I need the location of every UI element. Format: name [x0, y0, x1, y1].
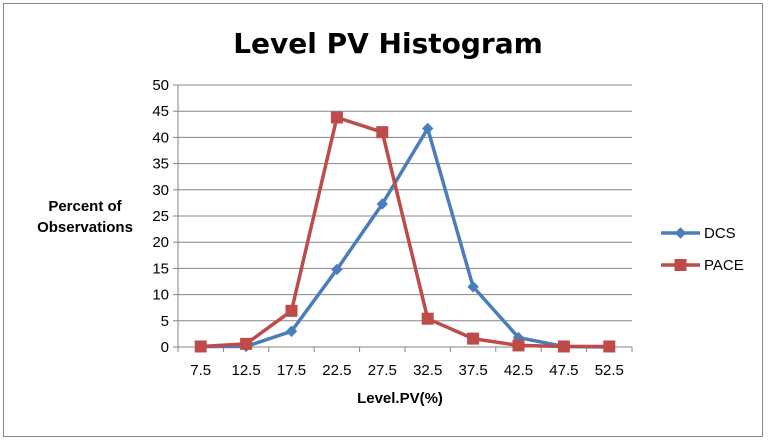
y-tick-label: 20 — [152, 234, 169, 251]
legend: DCS PACE — [661, 225, 744, 274]
y-tick-label: 25 — [152, 208, 169, 225]
x-tick-label: 47.5 — [549, 362, 578, 379]
chart-title: Level PV Histogram — [233, 27, 543, 60]
x-tick-label: 27.5 — [368, 362, 397, 379]
data-point-pace — [557, 340, 570, 353]
chart-frame — [3, 3, 763, 437]
data-point-pace — [512, 339, 525, 352]
legend-marker — [674, 227, 687, 239]
series-line-pace — [200, 115, 610, 349]
series-pace — [194, 111, 616, 353]
y-tick-label: 45 — [152, 103, 169, 120]
y-tick-label: 50 — [152, 77, 169, 94]
x-tick-label: 22.5 — [322, 362, 351, 379]
data-point-pace — [603, 340, 616, 353]
x-tick-label: 37.5 — [458, 362, 487, 379]
legend-marker — [674, 259, 687, 271]
data-point-dcs — [376, 198, 389, 210]
data-point-dcs — [467, 281, 479, 293]
data-point-dcs — [331, 263, 343, 276]
y-tick-label: 10 — [152, 287, 169, 304]
y-axis-title-line2: Observations — [37, 219, 133, 236]
x-tick-label: 32.5 — [413, 362, 442, 379]
gridlines — [178, 84, 632, 322]
data-point-pace — [194, 340, 207, 353]
data-point-dcs — [421, 122, 434, 135]
data-point-pace — [467, 332, 480, 345]
legend-label: PACE — [704, 257, 744, 274]
data-point-dcs — [285, 325, 298, 337]
x-tick-labels: 7.5 12.5 17.5 22.5 27.5 32.5 37.5 42.5 47.5 52.5 — [190, 362, 624, 379]
data-point-pace — [376, 126, 389, 139]
x-tick-label: 52.5 — [595, 362, 624, 379]
y-tick-label: 40 — [152, 129, 169, 146]
series-line-dcs — [200, 126, 610, 349]
data-point-pace — [240, 337, 253, 350]
data-point-pace — [285, 304, 298, 317]
series-layer — [194, 111, 616, 353]
y-tick-label: 15 — [152, 260, 169, 277]
legend-item-pace: PACE — [661, 257, 744, 274]
x-tick-label: 7.5 — [190, 362, 211, 379]
y-tick-label: 30 — [152, 182, 169, 199]
x-axis-title: Level.PV(%) — [357, 390, 443, 407]
x-tick-label: 17.5 — [277, 362, 306, 379]
series-dcs — [194, 122, 616, 353]
data-point-pace — [330, 111, 343, 124]
x-tick-label: 42.5 — [504, 362, 533, 379]
y-tick-label: 0 — [161, 339, 169, 356]
y-tick-label: 5 — [161, 313, 169, 330]
data-point-pace — [421, 312, 434, 325]
y-tick-label: 35 — [152, 156, 169, 173]
y-tick-labels: 0 5 10 15 20 25 30 35 40 45 50 — [152, 77, 169, 356]
legend-item-dcs: DCS — [661, 225, 736, 242]
legend-label: DCS — [704, 225, 736, 242]
x-tick-label: 12.5 — [231, 362, 260, 379]
y-axis-title-line1: Percent of — [48, 198, 122, 215]
